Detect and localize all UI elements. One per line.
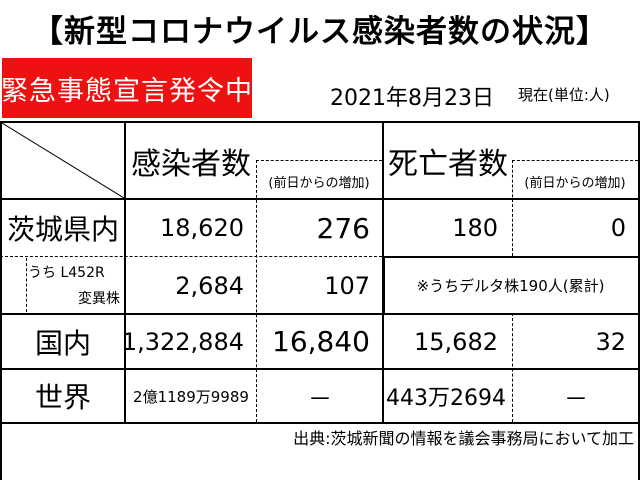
row-divider bbox=[0, 368, 640, 370]
dashed-col-divider bbox=[512, 313, 513, 422]
variant-note-box bbox=[383, 256, 640, 315]
row-label-variant: うち L452R 変異株 bbox=[28, 262, 124, 312]
domestic-infected-delta: 16,840 bbox=[272, 325, 370, 358]
dashed-divider bbox=[512, 160, 638, 162]
ibaraki-deaths: 180 bbox=[452, 214, 498, 242]
domestic-deaths-delta: 32 bbox=[595, 327, 626, 356]
col-divider bbox=[124, 121, 126, 422]
row-label-ibaraki: 茨城県内 bbox=[6, 213, 119, 246]
variant-infected: 2,684 bbox=[175, 271, 244, 300]
dashed-col-divider bbox=[512, 160, 513, 256]
ibaraki-infected: 18,620 bbox=[160, 214, 244, 242]
dashed-col-divider bbox=[256, 160, 257, 422]
delta-variant-note: ※うちデルタ株190人(累計) bbox=[416, 277, 605, 295]
page-title: 【新型コロナウイルス感染者数の状況】 bbox=[32, 14, 608, 50]
row-divider bbox=[0, 198, 640, 200]
emergency-badge: 緊急事態宣言発令中 bbox=[1, 58, 252, 118]
corner-diagonal bbox=[2, 123, 124, 198]
variant-label-line1: うち L452R bbox=[28, 265, 105, 281]
row-label-world: 世界 bbox=[34, 381, 91, 414]
report-date: 2021年8月23日 bbox=[330, 86, 494, 111]
variant-label-bracket bbox=[26, 258, 27, 312]
variant-infected-delta: 107 bbox=[324, 271, 370, 300]
world-infected-delta: － bbox=[308, 384, 332, 413]
variant-label-line2: 変異株 bbox=[78, 291, 120, 307]
header-deaths: 死亡者数 bbox=[388, 147, 508, 182]
world-deaths-delta: － bbox=[564, 384, 588, 413]
world-infected: 2億1189万9989 bbox=[133, 387, 249, 406]
table-border-top bbox=[0, 121, 640, 123]
header-infected: 感染者数 bbox=[131, 147, 251, 182]
dashed-divider bbox=[0, 256, 382, 258]
unit-note: 現在(単位:人) bbox=[518, 86, 610, 104]
header-infected-delta: (前日からの増加) bbox=[268, 175, 370, 191]
table-border-left bbox=[0, 121, 2, 480]
world-deaths: 443万2694 bbox=[386, 386, 506, 411]
table-border-bottom bbox=[0, 422, 640, 424]
dashed-divider bbox=[256, 160, 382, 162]
domestic-deaths: 15,682 bbox=[414, 327, 498, 356]
ibaraki-deaths-delta: 0 bbox=[610, 214, 626, 242]
header-deaths-delta: (前日からの増加) bbox=[524, 175, 626, 191]
domestic-infected: 1,322,884 bbox=[121, 327, 244, 356]
row-label-domestic: 国内 bbox=[34, 326, 91, 360]
row-divider bbox=[0, 313, 640, 315]
source-note: 出典:茨城新聞の情報を議会事務局において加工 bbox=[293, 429, 634, 448]
ibaraki-infected-delta: 276 bbox=[316, 211, 370, 245]
